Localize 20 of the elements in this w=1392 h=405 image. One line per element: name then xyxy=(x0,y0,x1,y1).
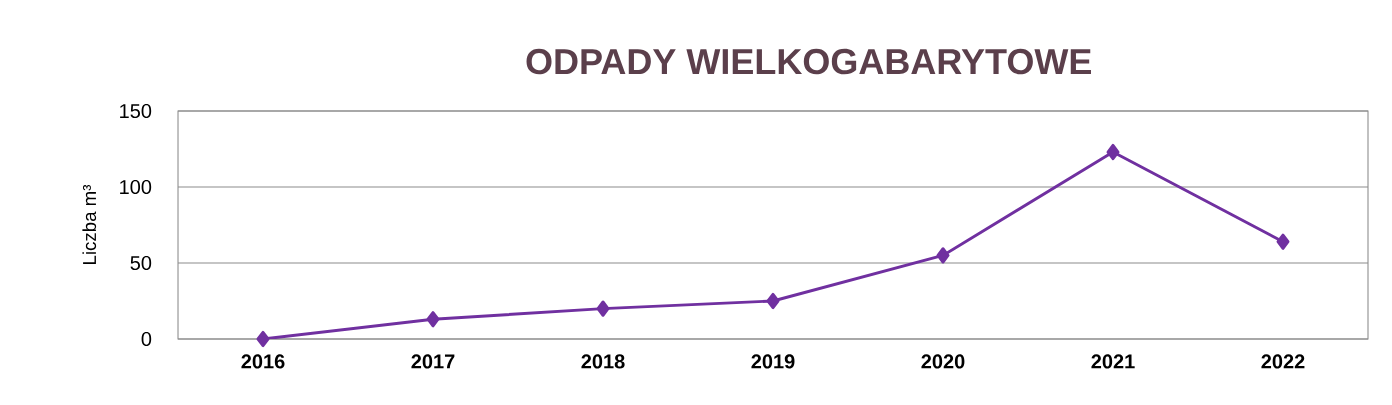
point xyxy=(1276,233,1290,250)
y-tick-label: 150 xyxy=(120,103,152,119)
x-tick-label: 2018 xyxy=(581,354,625,369)
x-tick-label: 2016 xyxy=(241,354,285,369)
point xyxy=(936,247,950,264)
point xyxy=(1106,143,1120,161)
y-axis-title: Liczba m³ xyxy=(82,184,97,264)
x-tick-label: 2017 xyxy=(411,354,455,369)
x-tick-label: 2020 xyxy=(921,354,965,369)
y-tick-label: 50 xyxy=(130,255,152,271)
point xyxy=(766,292,780,310)
x-tick-label: 2021 xyxy=(1091,354,1135,369)
point xyxy=(426,311,440,328)
y-tick-label: 100 xyxy=(120,179,152,195)
point xyxy=(256,330,270,348)
y-tick-label: 0 xyxy=(141,331,152,347)
chart-title: ODPADY WIELKOGABARYTOWE xyxy=(526,48,1091,75)
x-tick-label: 2019 xyxy=(751,354,795,369)
x-tick-label: 2022 xyxy=(1261,354,1305,369)
point xyxy=(596,300,610,317)
